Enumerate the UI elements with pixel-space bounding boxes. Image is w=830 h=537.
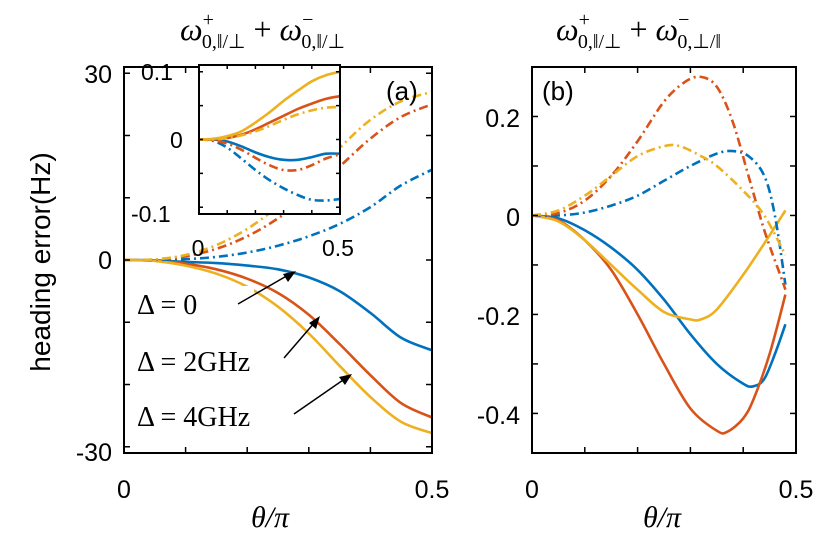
legend-annotations: Δ = 0 Δ = 2GHz Δ = 4GHz (134, 271, 352, 436)
x-tick-label: 0.5 (415, 476, 450, 504)
series-line-yellow-dashdot (198, 105, 341, 141)
series-line-yellow-dashdot (531, 143, 787, 256)
series-line-blue-dashdot (123, 168, 433, 262)
arrow-line (283, 321, 316, 359)
series-line-yellow-solid (123, 258, 433, 435)
y-tick-label: 0 (98, 247, 112, 275)
series-line-orange-solid (123, 258, 433, 419)
arrow-head-icon (283, 271, 296, 282)
legend-background (134, 286, 254, 324)
inset-x-tick-label: 0 (192, 235, 205, 261)
series-line-blue-solid (198, 138, 341, 162)
inset-ticks (199, 65, 340, 214)
series-line-orange-dashdot (198, 138, 341, 172)
panel-a-title: ω+ 0,‖/⊥ + ω− 0,‖/⊥ (180, 9, 345, 53)
panel-b: ω+ 0,‖/⊥ + ω− 0,⊥/‖ 0.2 0 -0.2 -0.4 0 0.5 … (477, 9, 813, 534)
panel-a-y-tick-labels: 30 0 -30 (76, 61, 112, 467)
inset-series (198, 70, 341, 202)
series-line-orange-dashdot (531, 75, 787, 291)
x-tick-label: 0 (525, 476, 539, 504)
legend-label-delta-4ghz: Δ = 4GHz (137, 402, 250, 433)
panel-a-label: (a) (386, 76, 418, 106)
series-line-yellow-solid (531, 209, 787, 322)
x-axis-label: θ/π (251, 501, 290, 534)
series-line-yellow-solid (198, 70, 341, 141)
arrow-line (237, 273, 291, 305)
panel-b-label: (b) (542, 76, 574, 106)
inset-plot: 0.1 0 -0.1 0 0.5 (131, 59, 354, 261)
legend-entry: Δ = 4GHz (134, 398, 296, 436)
legend-background (134, 398, 296, 436)
y-tick-label: -0.4 (477, 402, 520, 430)
y-tick-label: -30 (76, 439, 112, 467)
y-tick-label: -0.2 (477, 303, 520, 331)
panel-b-y-tick-labels: 0.2 0 -0.2 -0.4 (477, 105, 520, 430)
series-line-orange-solid (531, 214, 787, 435)
panel-b-series (531, 75, 787, 435)
series-line-blue-dashdot (198, 138, 341, 202)
legend-entry: Δ = 2GHz (134, 343, 296, 381)
inset-x-tick-label: 0.5 (322, 235, 354, 261)
panel-a-series (123, 90, 433, 435)
inset-y-tick-label: 0 (170, 127, 183, 153)
y-tick-label: 30 (84, 61, 112, 89)
series-line-blue-dashdot (531, 149, 787, 285)
panel-b-frame (531, 66, 797, 454)
y-tick-label: 0 (506, 204, 520, 232)
legend-label-delta-2ghz: Δ = 2GHz (137, 347, 250, 378)
arrow-head-icon (339, 374, 352, 385)
inset-y-tick-label: 0.1 (141, 59, 173, 85)
panel-b-title: ω+ 0,‖/⊥ + ω− 0,⊥/‖ (556, 9, 721, 53)
legend-label-delta-0: Δ = 0 (137, 290, 197, 321)
series-line-yellow-dashdot (123, 90, 433, 262)
panel-a: ω+ 0,‖/⊥ + ω− 0,‖/⊥ heading error(Hz) 30 0… (25, 9, 449, 534)
legend-background (134, 343, 296, 381)
panel-b-ticks (532, 67, 796, 453)
arrow-line (293, 377, 347, 415)
x-tick-label: 0 (117, 476, 131, 504)
arrow-head-icon (309, 316, 320, 329)
x-axis-label: θ/π (643, 501, 682, 534)
inset-y-tick-label: -0.1 (131, 201, 171, 227)
y-tick-label: 0.2 (485, 105, 520, 133)
legend-entry: Δ = 0 (134, 286, 254, 324)
x-tick-label: 0.5 (779, 476, 814, 504)
series-line-blue-solid (531, 214, 787, 389)
y-axis-label: heading error(Hz) (25, 152, 56, 371)
